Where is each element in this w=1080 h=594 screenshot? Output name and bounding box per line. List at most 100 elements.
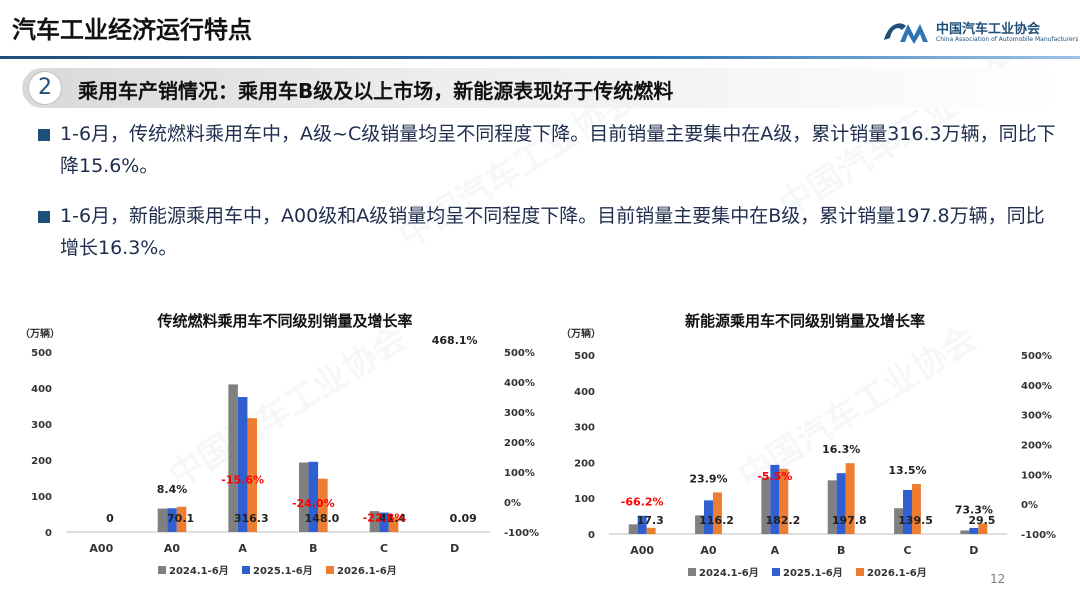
y2-tick-label: 200% bbox=[1021, 441, 1052, 452]
bar-C-2026.1-6月 bbox=[911, 484, 921, 534]
x-tick-label: A00 bbox=[89, 542, 113, 555]
growth-rate-label: 13.5% bbox=[888, 464, 926, 477]
growth-rate-label: -5.5% bbox=[757, 470, 792, 483]
bar-B-2026.1-6月 bbox=[318, 478, 328, 532]
legend-label: 2024.1-6月 bbox=[169, 565, 229, 577]
x-tick-label: A bbox=[771, 544, 780, 557]
bar-A00-2024.1-6月 bbox=[628, 524, 638, 534]
value-label: 116.2 bbox=[699, 514, 734, 527]
bar-D-2026.1-6月 bbox=[978, 523, 988, 534]
bar-C-2025.1-6月 bbox=[379, 512, 389, 532]
legend-label: 2025.1-6月 bbox=[253, 565, 313, 577]
y2-tick-label: 0% bbox=[1021, 500, 1038, 511]
y-tick-label: 100 bbox=[574, 494, 595, 505]
growth-rate-label: -66.2% bbox=[621, 496, 664, 509]
bullet-text: 1-6月，传统燃料乘用车中，A级~C级销量均呈不同程度下降。目前销量主要集中在A… bbox=[60, 123, 1056, 177]
legend-label: 2024.1-6月 bbox=[699, 567, 759, 579]
bar-A-2026.1-6月 bbox=[247, 418, 257, 532]
chart-svg: 传统燃料乘用车不同级别销量及增长率 （万辆） 0 100 200 300 400 500 -10… bbox=[20, 312, 539, 577]
y-tick-label: 0 bbox=[45, 528, 52, 539]
y-axis-unit-label: （万辆） bbox=[561, 327, 601, 340]
bar-A00-2025.1-6月 bbox=[637, 515, 647, 534]
bar-B-2026.1-6月 bbox=[845, 463, 855, 534]
value-label: 139.5 bbox=[898, 514, 933, 527]
bar-A-2025.1-6月 bbox=[237, 397, 248, 532]
growth-rate-label: 8.4% bbox=[157, 483, 188, 496]
y-tick-label: 500 bbox=[574, 351, 595, 362]
bar-A0-2024.1-6月 bbox=[157, 508, 168, 532]
bar-D-2024.1-6月 bbox=[960, 530, 970, 534]
chart-svg: 新能源乘用车不同级别销量及增长率 （万辆） 0 100 200 300 400 500 -100… bbox=[561, 312, 1056, 579]
bullet-item: 1-6月，新能源乘用车中，A00级和A级销量均呈不同程度下降。目前销量主要集中在… bbox=[30, 200, 1060, 266]
value-label: 316.3 bbox=[234, 512, 269, 525]
bar-B-2024.1-6月 bbox=[827, 480, 837, 534]
growth-rate-label: -22.8% bbox=[363, 512, 406, 525]
y-tick-label: 100 bbox=[31, 492, 52, 503]
y2-tick-label: 400% bbox=[1021, 381, 1052, 392]
section-banner: 2 乘用车产销情况：乘用车B级及以上市场，新能源表现好于传统燃料 bbox=[22, 68, 1062, 108]
value-label: 0.09 bbox=[450, 512, 477, 525]
y2-tick-label: 100% bbox=[1021, 470, 1052, 481]
logo-name-en: China Association of Automobile Manufact… bbox=[936, 36, 1079, 43]
x-tick-label: B bbox=[837, 544, 845, 557]
logo: 中国汽车工业协会 China Association of Automobile… bbox=[880, 16, 1078, 50]
legend-swatch bbox=[772, 568, 780, 576]
bullet-square-icon bbox=[38, 211, 50, 223]
bar-A-2026.1-6月 bbox=[779, 468, 789, 534]
bar-C-2025.1-6月 bbox=[903, 489, 912, 534]
legend-swatch bbox=[242, 566, 250, 574]
bar-C-2026.1-6月 bbox=[388, 517, 399, 532]
chart-traditional-fuel: 传统燃料乘用车不同级别销量及增长率 （万辆） 0 100 200 300 400 500 -10… bbox=[0, 300, 540, 590]
y-tick-label: 500 bbox=[31, 348, 52, 359]
x-tick-label: B bbox=[309, 542, 317, 555]
x-tick-label: D bbox=[969, 544, 978, 557]
value-label: 0 bbox=[106, 512, 114, 525]
chart-title: 新能源乘用车不同级别销量及增长率 bbox=[685, 312, 925, 330]
logo-name-cn: 中国汽车工业协会 bbox=[936, 22, 1041, 37]
value-label: 197.8 bbox=[832, 514, 867, 527]
y2-tick-label: 400% bbox=[504, 378, 535, 389]
growth-rate-label: 468.1% bbox=[432, 334, 478, 347]
bar-A-2024.1-6月 bbox=[228, 384, 238, 532]
y2-tick-label: -100% bbox=[1021, 530, 1056, 541]
bar-B-2024.1-6月 bbox=[299, 462, 309, 532]
y-tick-label: 400 bbox=[31, 384, 52, 395]
x-tick-label: A0 bbox=[700, 544, 717, 557]
bullet-square-icon bbox=[38, 129, 50, 141]
legend-label: 2025.1-6月 bbox=[783, 567, 843, 579]
section-number: 2 bbox=[28, 71, 62, 105]
growth-rate-label: -15.6% bbox=[221, 474, 264, 487]
bullet-text: 1-6月，新能源乘用车中，A00级和A级销量均呈不同程度下降。目前销量主要集中在… bbox=[60, 205, 1045, 259]
chart-title: 传统燃料乘用车不同级别销量及增长率 bbox=[156, 312, 412, 330]
bar-C-2024.1-6月 bbox=[894, 508, 904, 534]
legend-swatch bbox=[158, 566, 166, 574]
value-label: 182.2 bbox=[765, 514, 800, 527]
growth-rate-label: 73.3% bbox=[955, 503, 993, 516]
bullet-item: 1-6月，传统燃料乘用车中，A级~C级销量均呈不同程度下降。目前销量主要集中在A… bbox=[30, 118, 1060, 184]
chart-new-energy: 新能源乘用车不同级别销量及增长率 （万辆） 0 100 200 300 400 500 -100… bbox=[545, 300, 1080, 590]
growth-rate-label: 23.9% bbox=[689, 472, 727, 485]
bar-C-2024.1-6月 bbox=[369, 511, 380, 532]
y-tick-label: 200 bbox=[574, 458, 595, 469]
y-tick-label: 400 bbox=[574, 387, 595, 398]
x-tick-label: C bbox=[380, 542, 388, 555]
value-label: 29.5 bbox=[968, 514, 995, 527]
bar-A0-2026.1-6月 bbox=[176, 506, 187, 532]
bar-A00-2026.1-6月 bbox=[646, 527, 656, 534]
bar-A0-2025.1-6月 bbox=[167, 508, 177, 532]
legend-swatch bbox=[856, 568, 864, 576]
bar-B-2025.1-6月 bbox=[308, 461, 319, 532]
page-title: 汽车工业经济运行特点 bbox=[12, 16, 252, 44]
x-tick-label: A bbox=[238, 542, 247, 555]
y-tick-label: 300 bbox=[31, 420, 52, 431]
legend-swatch bbox=[688, 568, 696, 576]
bar-A-2025.1-6月 bbox=[770, 464, 780, 534]
x-tick-label: C bbox=[903, 544, 911, 557]
y2-tick-label: 100% bbox=[504, 468, 535, 479]
page-number: 12 bbox=[990, 572, 1006, 586]
legend-label: 2026.1-6月 bbox=[867, 567, 927, 579]
y-axis-unit-label: （万辆） bbox=[20, 327, 60, 340]
growth-rate-label: 16.3% bbox=[822, 443, 860, 456]
y2-tick-label: 300% bbox=[504, 408, 535, 419]
value-label: 41.4 bbox=[379, 512, 406, 525]
